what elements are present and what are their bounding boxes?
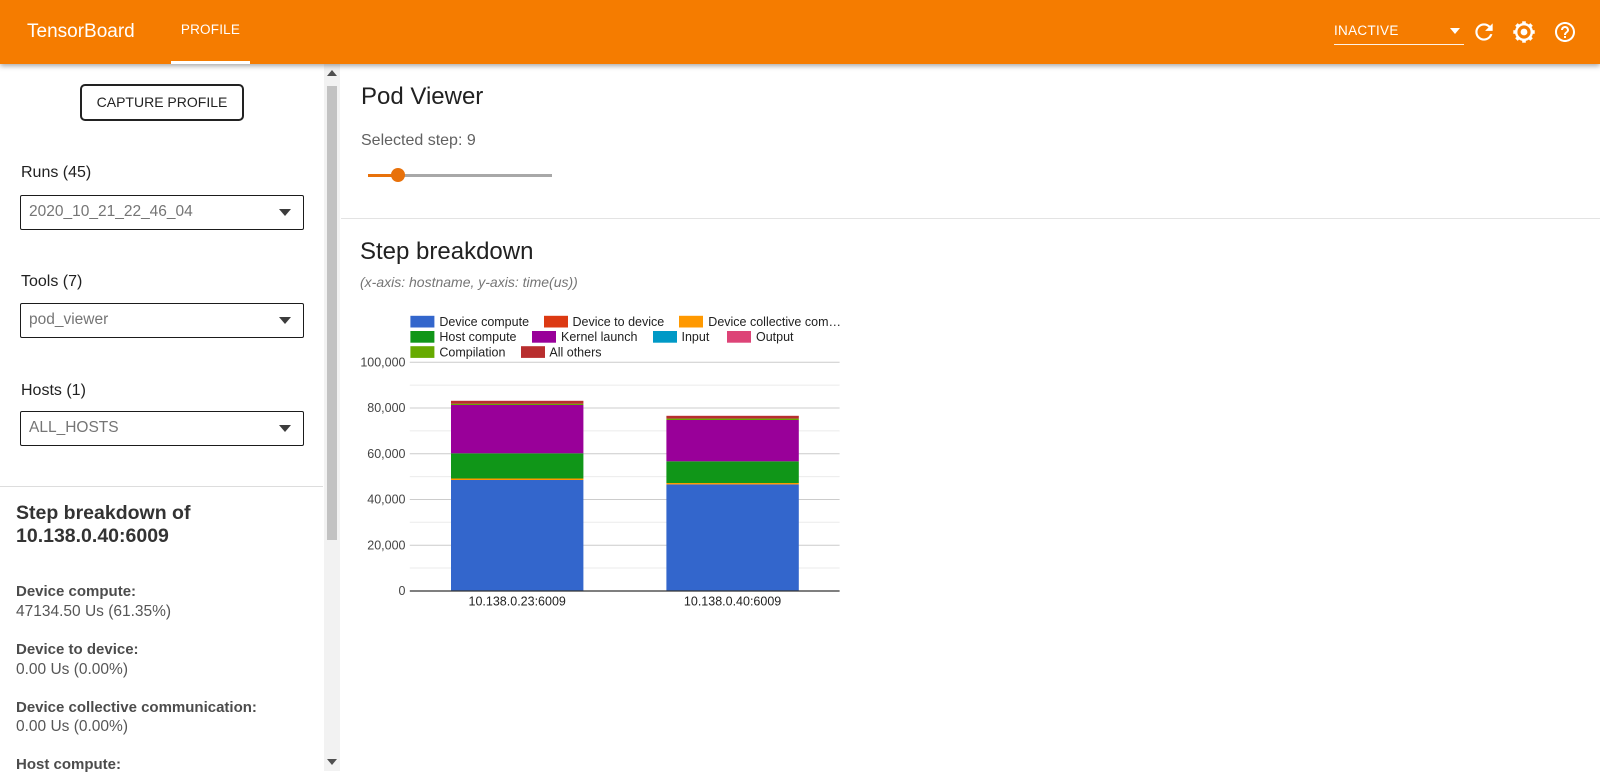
svg-text:20,000: 20,000 (367, 538, 405, 552)
svg-text:10.138.0.23:6009: 10.138.0.23:6009 (469, 595, 566, 609)
svg-text:Input: Input (682, 330, 710, 344)
svg-text:80,000: 80,000 (367, 401, 405, 415)
svg-text:Output: Output (756, 330, 794, 344)
svg-text:Kernel launch: Kernel launch (561, 330, 637, 344)
svg-text:Device collective com…: Device collective com… (708, 315, 841, 329)
svg-text:Device compute: Device compute (439, 315, 529, 329)
svg-text:0: 0 (399, 584, 406, 598)
svg-text:Host compute: Host compute (439, 330, 516, 344)
svg-text:100,000: 100,000 (360, 356, 405, 370)
svg-text:40,000: 40,000 (367, 493, 405, 507)
svg-text:Compilation: Compilation (439, 345, 505, 359)
svg-text:All others: All others (549, 345, 601, 359)
svg-text:10.138.0.40:6009: 10.138.0.40:6009 (684, 595, 781, 609)
svg-text:Device to device: Device to device (573, 315, 665, 329)
svg-text:60,000: 60,000 (367, 447, 405, 461)
